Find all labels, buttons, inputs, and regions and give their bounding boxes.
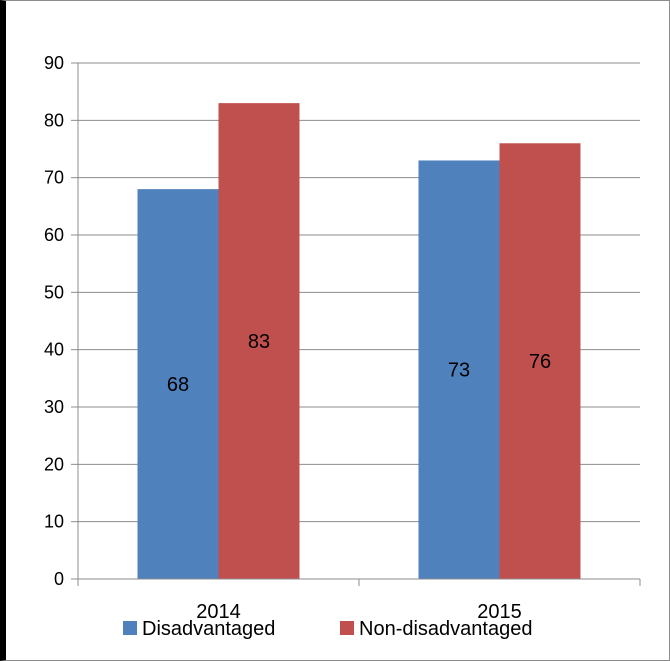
y-tick-label: 80 xyxy=(44,110,64,130)
y-tick-label: 50 xyxy=(44,282,64,302)
legend-label: Disadvantaged xyxy=(142,618,275,640)
data-label: 68 xyxy=(167,374,189,396)
y-tick-label: 40 xyxy=(44,340,64,360)
legend-label: Non-disadvantaged xyxy=(359,618,532,640)
x-tick-label: 2015 xyxy=(477,601,522,623)
y-tick-label: 0 xyxy=(54,569,64,589)
bar-disadvantaged-2014 xyxy=(137,189,219,579)
bar-non-disadvantaged-2015 xyxy=(499,143,581,579)
y-axis: 0 10 20 30 40 50 60 70 80 90 xyxy=(44,53,79,589)
legend: Disadvantaged Non-disadvantaged xyxy=(123,618,532,640)
bar-non-disadvantaged-2014 xyxy=(218,103,300,579)
data-label: 76 xyxy=(529,351,551,373)
y-tick-label: 90 xyxy=(44,53,64,73)
legend-swatch xyxy=(123,621,137,635)
y-tick-label: 10 xyxy=(44,512,64,532)
legend-swatch xyxy=(340,621,354,635)
y-tick-label: 20 xyxy=(44,454,64,474)
y-tick-label: 60 xyxy=(44,225,64,245)
x-tick-label: 2014 xyxy=(196,601,241,623)
bar-disadvantaged-2015 xyxy=(418,160,500,579)
data-label: 83 xyxy=(248,331,270,353)
bars: 68 83 73 76 xyxy=(137,103,581,579)
x-axis: 2014 2015 xyxy=(77,578,641,623)
data-label: 73 xyxy=(448,360,470,382)
y-tick-label: 70 xyxy=(44,168,64,188)
y-tick-label: 30 xyxy=(44,397,64,417)
